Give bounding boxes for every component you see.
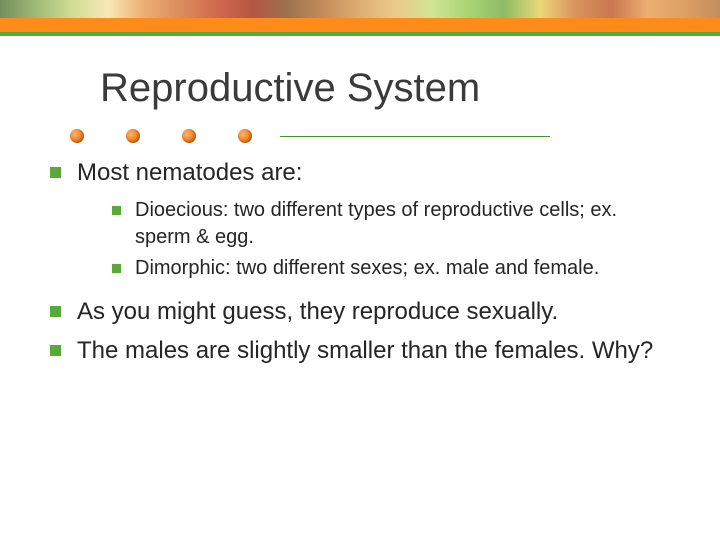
decorative-dots <box>70 129 720 143</box>
bullet-text: Most nematodes are: <box>77 157 302 189</box>
bullet-level2: Dimorphic: two different sexes; ex. male… <box>112 255 670 282</box>
square-bullet-icon <box>112 264 121 273</box>
bullet-level2: Dioecious: two different types of reprod… <box>112 197 670 251</box>
square-bullet-icon <box>50 167 61 178</box>
decorative-banner <box>0 0 720 18</box>
bullet-text: Dioecious: two different types of reprod… <box>135 197 670 251</box>
bullet-level1: As you might guess, they reproduce sexua… <box>50 296 670 328</box>
square-bullet-icon <box>50 306 61 317</box>
dot-icon <box>182 129 196 143</box>
slide-title: Reproductive System <box>100 66 720 111</box>
bullet-text: Dimorphic: two different sexes; ex. male… <box>135 255 599 282</box>
dot-icon <box>126 129 140 143</box>
sub-bullets: Dioecious: two different types of reprod… <box>112 197 670 282</box>
dot-icon <box>70 129 84 143</box>
bullet-level1: Most nematodes are: <box>50 157 670 189</box>
orange-bar <box>0 18 720 32</box>
bullet-text: The males are slightly smaller than the … <box>77 335 653 367</box>
decorative-line <box>280 136 550 137</box>
square-bullet-icon <box>50 345 61 356</box>
dot-icon <box>238 129 252 143</box>
green-bar <box>0 32 720 36</box>
bullet-text: As you might guess, they reproduce sexua… <box>77 296 558 328</box>
bullet-level1: The males are slightly smaller than the … <box>50 335 670 367</box>
slide-body: Most nematodes are: Dioecious: two diffe… <box>0 157 720 367</box>
square-bullet-icon <box>112 206 121 215</box>
